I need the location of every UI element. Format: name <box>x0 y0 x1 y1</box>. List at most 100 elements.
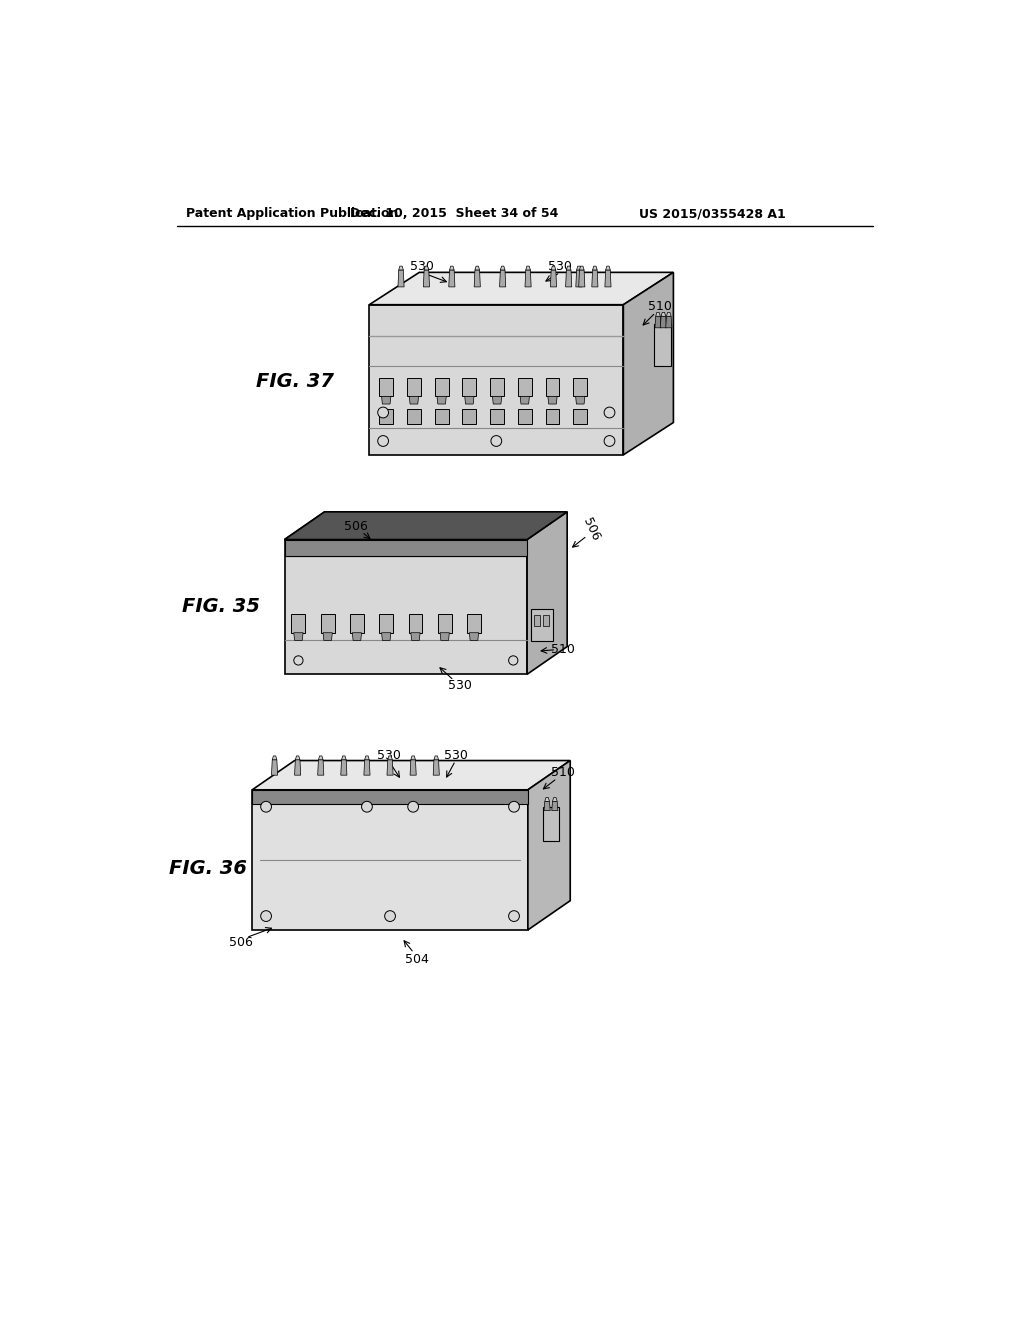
Polygon shape <box>501 267 505 271</box>
Polygon shape <box>552 801 558 810</box>
Polygon shape <box>525 271 531 286</box>
Circle shape <box>378 407 388 418</box>
Text: 530: 530 <box>443 748 467 762</box>
Text: FIG. 36: FIG. 36 <box>169 859 247 878</box>
Polygon shape <box>575 396 585 404</box>
Polygon shape <box>449 271 455 286</box>
Circle shape <box>261 801 271 812</box>
Text: FIG. 37: FIG. 37 <box>256 372 334 391</box>
Polygon shape <box>655 313 660 317</box>
Circle shape <box>490 436 502 446</box>
Polygon shape <box>605 271 611 286</box>
Polygon shape <box>388 756 392 760</box>
Polygon shape <box>323 632 333 640</box>
Polygon shape <box>525 267 530 271</box>
Text: Dec. 10, 2015  Sheet 34 of 54: Dec. 10, 2015 Sheet 34 of 54 <box>350 207 558 220</box>
Polygon shape <box>450 267 455 271</box>
Polygon shape <box>579 271 585 286</box>
Bar <box>467 614 481 632</box>
Bar <box>535 615 541 626</box>
Text: FIG. 35: FIG. 35 <box>182 597 260 616</box>
Polygon shape <box>382 632 391 640</box>
Text: 530: 530 <box>548 260 572 273</box>
Bar <box>350 614 364 632</box>
Bar <box>546 409 559 424</box>
Polygon shape <box>493 396 502 404</box>
Polygon shape <box>294 632 303 640</box>
Polygon shape <box>410 760 416 775</box>
Polygon shape <box>662 313 666 317</box>
Polygon shape <box>252 760 570 789</box>
Polygon shape <box>433 760 439 775</box>
Polygon shape <box>660 317 667 327</box>
Circle shape <box>509 656 518 665</box>
Bar <box>379 378 393 396</box>
Bar <box>518 378 531 396</box>
Polygon shape <box>382 396 391 404</box>
Polygon shape <box>341 760 347 775</box>
Text: 530: 530 <box>377 748 400 762</box>
Bar <box>252 789 528 804</box>
Bar <box>435 378 449 396</box>
Polygon shape <box>605 267 610 271</box>
Polygon shape <box>285 512 567 540</box>
Polygon shape <box>624 272 674 455</box>
Bar <box>285 540 527 557</box>
Polygon shape <box>544 801 550 810</box>
Polygon shape <box>545 797 550 801</box>
Polygon shape <box>465 396 474 404</box>
Polygon shape <box>434 756 438 760</box>
Bar <box>546 378 559 396</box>
Polygon shape <box>317 760 324 775</box>
Polygon shape <box>551 271 557 286</box>
Polygon shape <box>593 267 597 271</box>
Bar <box>463 409 476 424</box>
Circle shape <box>604 436 614 446</box>
Bar <box>573 409 587 424</box>
Circle shape <box>408 801 419 812</box>
Bar <box>573 378 587 396</box>
Polygon shape <box>469 632 478 640</box>
Bar <box>321 614 335 632</box>
Circle shape <box>509 911 519 921</box>
Polygon shape <box>437 396 446 404</box>
Circle shape <box>378 436 388 446</box>
Polygon shape <box>667 313 671 317</box>
Polygon shape <box>318 756 323 760</box>
Polygon shape <box>410 396 419 404</box>
Polygon shape <box>548 396 557 404</box>
Polygon shape <box>577 267 582 271</box>
Text: 510: 510 <box>551 643 575 656</box>
Circle shape <box>261 911 271 921</box>
Polygon shape <box>398 267 403 271</box>
Polygon shape <box>474 271 480 286</box>
Polygon shape <box>423 271 429 286</box>
Polygon shape <box>440 632 450 640</box>
Text: 510: 510 <box>648 300 673 313</box>
Bar <box>544 615 550 626</box>
Polygon shape <box>592 271 598 286</box>
Circle shape <box>294 656 303 665</box>
Polygon shape <box>295 760 301 775</box>
Bar <box>463 378 476 396</box>
Circle shape <box>509 801 519 812</box>
Bar <box>435 409 449 424</box>
Polygon shape <box>566 267 571 271</box>
Text: 510: 510 <box>551 767 575 779</box>
Polygon shape <box>387 760 393 775</box>
Polygon shape <box>370 305 624 455</box>
Polygon shape <box>411 632 420 640</box>
Polygon shape <box>666 317 672 327</box>
Text: 506: 506 <box>228 936 253 949</box>
Bar <box>379 614 393 632</box>
Polygon shape <box>411 756 416 760</box>
Polygon shape <box>424 267 429 271</box>
Bar <box>379 409 393 424</box>
Text: 506: 506 <box>344 520 368 533</box>
Polygon shape <box>285 540 527 675</box>
Polygon shape <box>565 271 571 286</box>
Bar <box>654 323 671 367</box>
Bar <box>438 614 452 632</box>
Polygon shape <box>252 789 528 929</box>
Polygon shape <box>528 760 570 929</box>
